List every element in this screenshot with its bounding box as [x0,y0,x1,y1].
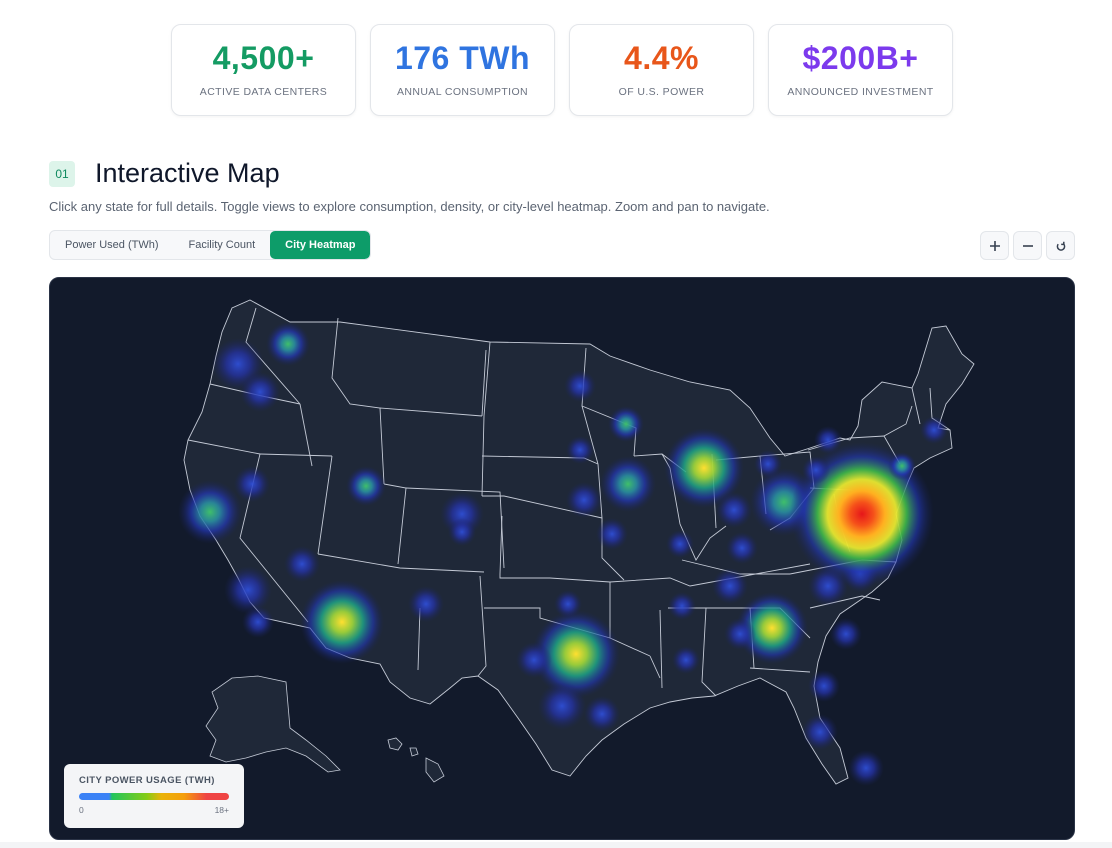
heat-spot-kansas-city[interactable] [596,518,628,550]
reset-icon [1056,241,1065,251]
zoom-in-button[interactable] [980,231,1009,260]
heat-spot-chicago[interactable] [664,428,744,508]
toggle-city-heatmap[interactable]: City Heatmap [270,231,371,259]
heat-spot-omaha[interactable] [566,482,602,518]
stat-label: ACTIVE DATA CENTERS [199,86,328,98]
stat-label: OF U.S. POWER [618,86,705,98]
us-map-svg[interactable] [50,278,1075,840]
heat-spot-oregon[interactable] [240,372,280,412]
heat-spot-san-diego[interactable] [242,606,274,638]
heat-spot-indiana[interactable] [716,492,752,528]
section-description: Click any state for full details. Toggle… [49,199,770,214]
heat-spot-st-louis[interactable] [666,530,694,558]
stat-label: ANNOUNCED INVESTMENT [787,86,934,98]
heat-spot-albuquerque[interactable] [408,586,444,622]
heat-spot-new-york[interactable] [888,452,916,480]
legend-color-scale [79,793,229,800]
stat-value: $200B+ [802,40,919,76]
stat-card-power-share: 4.4% OF U.S. POWER [569,24,754,116]
heat-spot-los-angeles[interactable] [224,566,272,614]
section-number-badge: 01 [49,160,75,187]
section-header: 01 Interactive Map [49,158,280,189]
heat-spot-birmingham[interactable] [724,618,756,650]
heat-spot-memphis[interactable] [668,592,696,620]
heat-spot-upstate-ny[interactable] [814,426,842,454]
heat-spot-west-texas[interactable] [516,642,552,678]
heat-spot-iowa[interactable] [600,456,656,512]
zoom-controls [980,231,1075,260]
heat-spot-south-dakota[interactable] [566,436,594,464]
heat-spot-seattle[interactable] [266,322,310,366]
stats-row: 4,500+ ACTIVE DATA CENTERS 176 TWh ANNUA… [171,24,953,116]
legend-max: 18+ [214,805,229,815]
stat-card-data-centers: 4,500+ ACTIVE DATA CENTERS [171,24,356,116]
heat-spot-atlanta[interactable] [736,592,808,664]
heat-spot-kentucky[interactable] [712,568,748,604]
heat-spot-jackson[interactable] [672,646,700,674]
heat-spot-tampa[interactable] [802,714,838,750]
heat-spot-houston[interactable] [584,696,620,732]
heat-spot-louisville[interactable] [726,532,758,564]
stat-value: 4,500+ [212,40,315,76]
heatmap-legend: CITY POWER USAGE (TWH) 0 18+ [64,764,244,828]
page-bottom-strip [0,842,1112,848]
toggle-power-used[interactable]: Power Used (TWh) [65,239,159,251]
plus-icon [989,240,1000,251]
legend-ticks: 0 18+ [79,805,229,815]
heat-spot-austin[interactable] [538,682,586,730]
toggle-facility-count[interactable]: Facility Count [188,239,256,251]
stat-label: ANNUAL CONSUMPTION [396,86,529,98]
heat-spot-reno[interactable] [234,466,270,502]
legend-min: 0 [79,805,84,815]
alaska-outline [205,675,341,773]
city-heat-layer [178,322,948,786]
heat-spot-miami[interactable] [848,750,884,786]
legend-title: CITY POWER USAGE (TWH) [79,775,215,786]
view-toggle-group: Power Used (TWh) Facility Count City Hea… [49,230,372,260]
heat-spot-oklahoma[interactable] [554,590,582,618]
heat-spot-charleston[interactable] [830,618,862,650]
stat-card-investment: $200B+ ANNOUNCED INVESTMENT [768,24,953,116]
heat-spot-jacksonville[interactable] [808,670,840,702]
stat-value: 4.4% [624,40,699,76]
stat-card-consumption: 176 TWh ANNUAL CONSUMPTION [370,24,555,116]
heat-spot-bay-area[interactable] [178,480,242,544]
heat-spot-salt-lake[interactable] [346,466,386,506]
heat-spot-dallas[interactable] [532,610,620,698]
heat-spot-minneapolis[interactable] [608,406,644,442]
reset-view-button[interactable] [1046,231,1075,260]
heat-spot-colorado-south[interactable] [448,518,476,546]
heat-spot-north-dakota[interactable] [564,370,596,402]
heat-spot-boston[interactable] [920,416,948,444]
minus-icon [1022,244,1033,247]
heat-spot-phoenix[interactable] [300,580,384,664]
interactive-map[interactable]: CITY POWER USAGE (TWH) 0 18+ [49,277,1075,840]
section-title: Interactive Map [95,158,280,188]
hawaii-outline [387,737,445,783]
heat-spot-pittsburgh[interactable] [802,456,830,484]
zoom-out-button[interactable] [1013,231,1042,260]
stat-value: 176 TWh [394,40,531,76]
heat-spot-las-vegas[interactable] [284,546,320,582]
